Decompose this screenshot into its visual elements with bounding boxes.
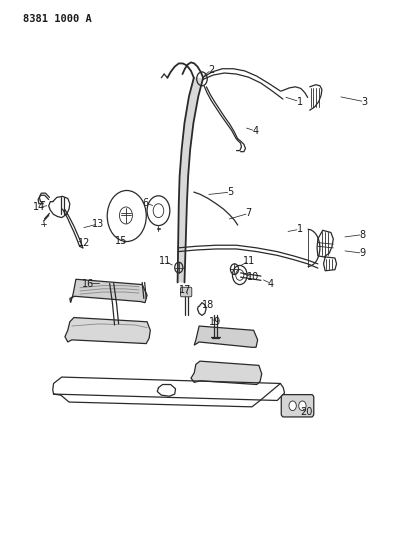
Text: 1: 1: [297, 96, 303, 107]
Text: 11: 11: [243, 256, 255, 266]
Polygon shape: [194, 326, 258, 348]
Text: 9: 9: [359, 248, 366, 258]
Text: 20: 20: [300, 407, 313, 417]
Polygon shape: [191, 361, 262, 384]
Text: 8381 1000 A: 8381 1000 A: [23, 14, 92, 24]
Text: 1: 1: [297, 224, 303, 235]
Text: 7: 7: [246, 208, 252, 219]
Text: 10: 10: [247, 272, 259, 282]
Text: 4: 4: [252, 126, 258, 136]
Text: 3: 3: [361, 96, 368, 107]
Text: 8: 8: [359, 230, 366, 240]
Text: 15: 15: [115, 236, 127, 246]
Text: 19: 19: [209, 317, 222, 327]
Circle shape: [299, 401, 306, 410]
Text: 11: 11: [159, 256, 171, 266]
FancyBboxPatch shape: [281, 394, 314, 417]
Text: 16: 16: [82, 279, 94, 288]
Polygon shape: [70, 279, 147, 303]
Text: 13: 13: [92, 219, 104, 229]
Text: 14: 14: [33, 202, 45, 212]
Text: 2: 2: [208, 65, 215, 75]
Text: 17: 17: [179, 285, 191, 295]
Text: 18: 18: [202, 300, 214, 310]
Text: 6: 6: [142, 198, 148, 208]
Circle shape: [289, 401, 296, 410]
Text: 5: 5: [227, 187, 233, 197]
Polygon shape: [65, 318, 150, 344]
Text: 12: 12: [78, 238, 90, 247]
Text: 4: 4: [268, 279, 274, 288]
FancyBboxPatch shape: [180, 287, 192, 297]
Polygon shape: [177, 78, 203, 282]
